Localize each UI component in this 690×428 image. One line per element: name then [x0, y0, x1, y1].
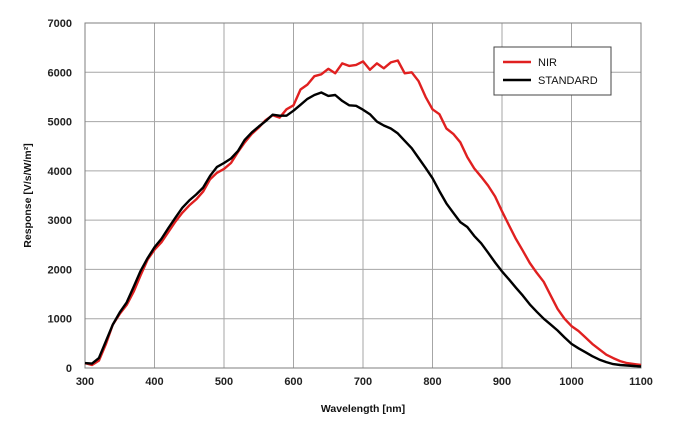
series-line-standard [84, 91, 642, 368]
y-tick-label: 3000 [48, 215, 72, 227]
legend: NIR STANDARD [493, 46, 612, 96]
y-axis-title: Response [V/s/W/m²] [22, 143, 34, 247]
legend-box [493, 46, 612, 96]
y-tick-label: 5000 [48, 117, 72, 129]
x-tick-labels: 300 400 500 600 700 800 900 1000 1100 [76, 376, 653, 388]
y-tick-label: 0 [66, 363, 72, 375]
x-tick-label: 700 [354, 376, 372, 388]
x-tick-label: 1000 [559, 376, 583, 388]
y-tick-label: 4000 [48, 166, 72, 178]
x-tick-label: 800 [423, 376, 441, 388]
y-tick-label: 1000 [48, 314, 72, 326]
legend-label-standard: STANDARD [538, 75, 598, 87]
y-tick-label: 7000 [48, 18, 72, 30]
y-tick-label: 2000 [48, 264, 72, 276]
x-tick-label: 1100 [629, 376, 653, 388]
x-tick-label: 900 [493, 376, 511, 388]
x-tick-label: 600 [284, 376, 302, 388]
legend-label-nir: NIR [538, 57, 557, 69]
series-line-nir [84, 59, 642, 367]
x-tick-label: 400 [145, 376, 163, 388]
x-tick-label: 500 [215, 376, 233, 388]
y-tick-labels: 0 1000 2000 3000 4000 5000 6000 7000 [48, 18, 72, 375]
y-tick-label: 6000 [48, 67, 72, 79]
x-tick-label: 300 [76, 376, 94, 388]
series-layer [84, 59, 642, 368]
x-axis-title: Wavelength [nm] [321, 403, 405, 415]
plot-frame [84, 22, 642, 369]
